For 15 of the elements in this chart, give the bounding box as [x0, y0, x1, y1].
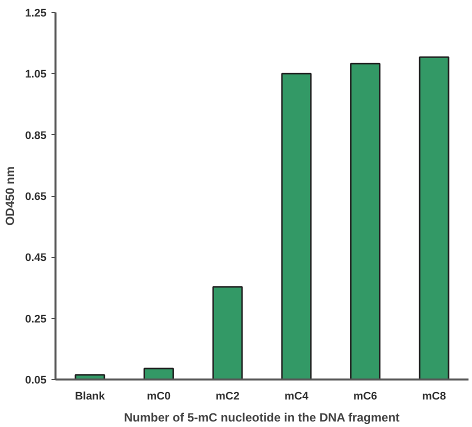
x-tick-label: mC2 [216, 390, 240, 402]
x-tick-label: Blank [74, 390, 106, 402]
y-tick-label: 0.45 [25, 252, 47, 264]
x-tick-label: mC0 [146, 390, 171, 402]
y-tick-label: 0.65 [25, 191, 47, 203]
y-axis-title: OD450 nm [3, 166, 18, 226]
x-tick-label: mC6 [353, 390, 378, 402]
y-tick-label: 1.25 [25, 8, 47, 20]
y-tick-label: 1.05 [25, 68, 47, 81]
y-tick-label: 0.05 [25, 374, 47, 386]
x-axis-title: Number of 5-mC nucleotide in the DNA fragment [124, 410, 400, 424]
y-tick-label: 0.85 [25, 130, 47, 142]
x-tick-label: mC4 [284, 390, 310, 402]
y-tick-label: 0.25 [25, 313, 47, 326]
x-tick-label: mC8 [422, 390, 446, 402]
